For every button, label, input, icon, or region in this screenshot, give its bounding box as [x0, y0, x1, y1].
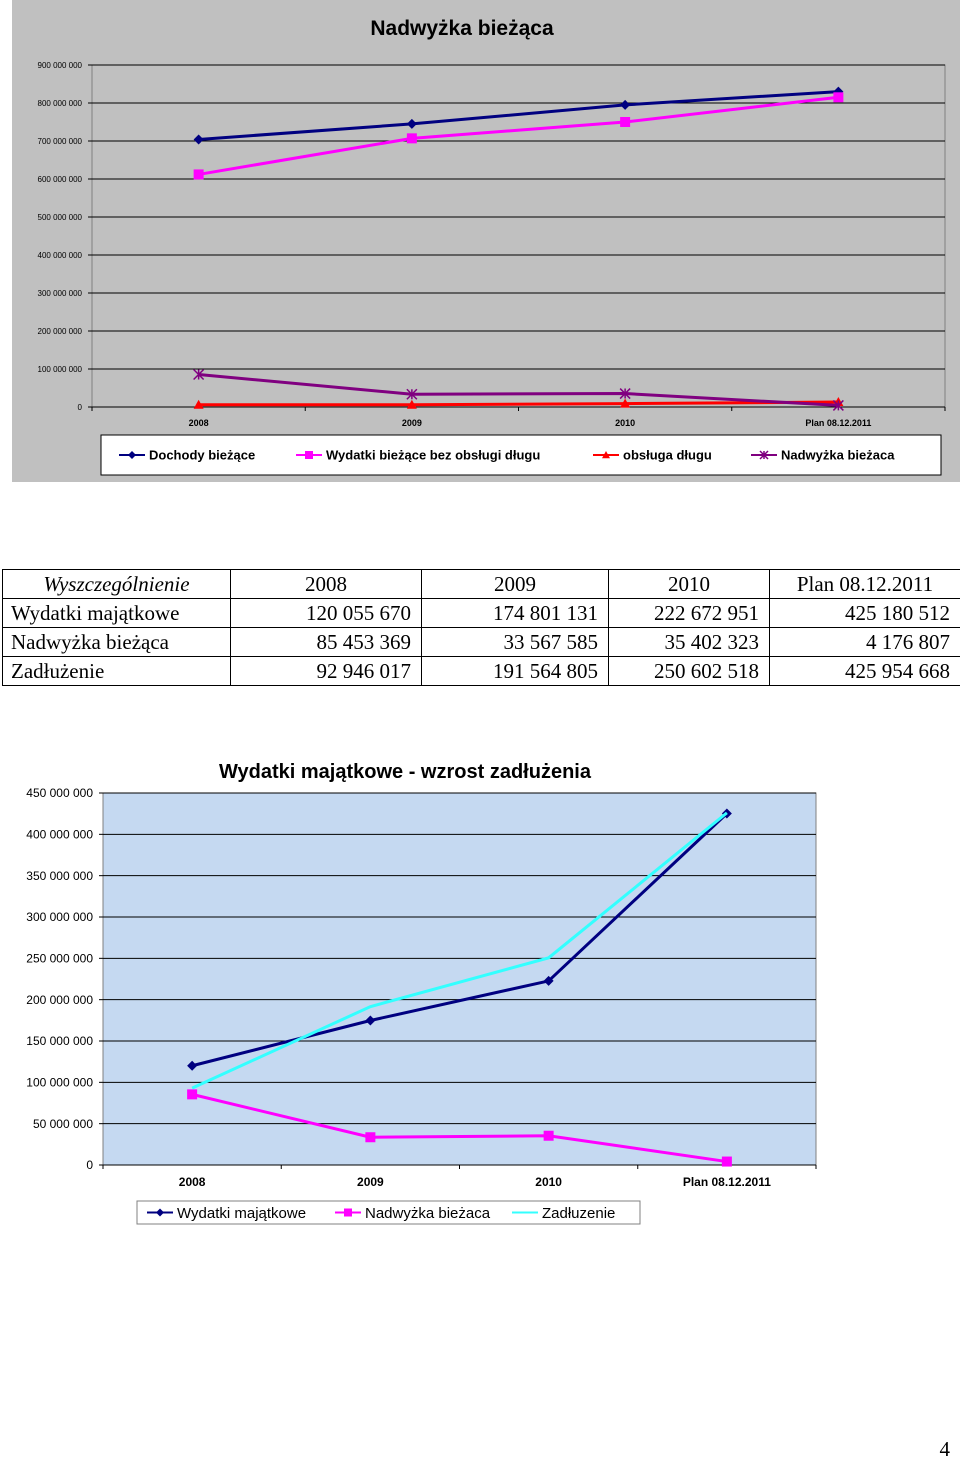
table-row: Zadłużenie 92 946 017 191 564 805 250 60… — [3, 657, 960, 686]
y-tick-label: 700 000 000 — [38, 137, 83, 146]
y-tick-label: 600 000 000 — [38, 175, 83, 184]
data-point — [194, 169, 204, 179]
table-cell: 250 602 518 — [609, 657, 770, 686]
x-tick-label: 2010 — [615, 418, 635, 428]
table-cell: 4 176 807 — [770, 628, 960, 657]
legend: Dochody bieżące Wydatki bieżące bez obsłu… — [101, 435, 941, 475]
x-tick-label: 2008 — [189, 418, 209, 428]
data-point — [544, 1131, 554, 1141]
table-cell: 33 567 585 — [422, 628, 609, 657]
data-point — [620, 117, 630, 127]
table-header-row: Wyszczególnienie 2008 2009 2010 Plan 08.… — [3, 570, 960, 599]
x-tick-label: 2010 — [535, 1175, 562, 1189]
y-tick-label: 200 000 000 — [26, 993, 93, 1007]
table-cell: 425 180 512 — [770, 599, 960, 628]
y-tick-label: 50 000 000 — [33, 1117, 93, 1131]
x-tick-label: 2009 — [402, 418, 422, 428]
legend-label: Zadłuzenie — [542, 1205, 615, 1222]
table-cell: 92 946 017 — [231, 657, 422, 686]
chart-title: Nadwyżka bieżąca — [370, 17, 554, 40]
chart-nadwyzka-biezaca: Nadwyżka bieżąca 0 100 000 000 200 000 000 3… — [12, 0, 960, 482]
table-cell: 222 672 951 — [609, 599, 770, 628]
page-number: 4 — [940, 1437, 951, 1462]
table-cell: 120 055 670 — [231, 599, 422, 628]
y-tick-label: 900 000 000 — [38, 61, 83, 70]
table-header-cell: Plan 08.12.2011 — [770, 570, 960, 599]
table-row: Nadwyżka bieżąca 85 453 369 33 567 585 3… — [3, 628, 960, 657]
data-point — [187, 1089, 197, 1099]
legend-label: Nadwyżka bieżaca — [781, 448, 895, 463]
table-cell: 174 801 131 — [422, 599, 609, 628]
y-tick-label: 200 000 000 — [38, 327, 83, 336]
table-cell: 425 954 668 — [770, 657, 960, 686]
table-header-cell: 2010 — [609, 570, 770, 599]
data-table: Wyszczególnienie 2008 2009 2010 Plan 08.… — [2, 569, 960, 686]
legend-label: Wydatki majątkowe — [177, 1205, 306, 1222]
x-tick-label: Plan 08.12.2011 — [683, 1175, 771, 1189]
legend-marker — [344, 1209, 352, 1217]
y-tick-label: 250 000 000 — [26, 952, 93, 966]
y-tick-label: 300 000 000 — [38, 289, 83, 298]
x-tick-label: 2009 — [357, 1175, 384, 1189]
data-point — [365, 1132, 375, 1142]
y-tick-label: 300 000 000 — [26, 910, 93, 924]
table-cell: 191 564 805 — [422, 657, 609, 686]
y-tick-label: 400 000 000 — [38, 251, 83, 260]
plot-area — [103, 793, 816, 1165]
table-cell: 35 402 323 — [609, 628, 770, 657]
y-tick-label: 350 000 000 — [26, 869, 93, 883]
table-row-label: Zadłużenie — [3, 657, 231, 686]
legend-label: Dochody bieżące — [149, 448, 255, 463]
table-header-cell: 2009 — [422, 570, 609, 599]
data-point — [722, 1157, 732, 1167]
legend-item: Wydatki bieżące bez obsługi długu — [296, 448, 540, 463]
y-tick-label: 450 000 000 — [26, 786, 93, 800]
y-tick-label: 150 000 000 — [26, 1034, 93, 1048]
chart-title: Wydatki majątkowe - wzrost zadłużenia — [219, 761, 592, 783]
table-row-label: Wydatki majątkowe — [3, 599, 231, 628]
x-tick-label: Plan 08.12.2011 — [805, 418, 871, 428]
chart-1-svg: Nadwyżka bieżąca 0 100 000 000 200 000 000 3… — [12, 0, 960, 482]
legend-label: obsługa długu — [623, 448, 712, 463]
x-tick-label: 2008 — [179, 1175, 206, 1189]
y-tick-label: 500 000 000 — [38, 213, 83, 222]
legend: Wydatki majątkowe Nadwyżka bieżaca Zadłuze… — [137, 1201, 640, 1224]
data-point — [833, 92, 843, 102]
y-tick-label: 0 — [86, 1158, 93, 1172]
table-header-cell: Wyszczególnienie — [3, 570, 231, 599]
y-tick-label: 100 000 000 — [26, 1076, 93, 1090]
plot-area — [92, 65, 945, 407]
data-point — [407, 133, 417, 143]
y-tick-label: 800 000 000 — [38, 99, 83, 108]
table-header-cell: 2008 — [231, 570, 422, 599]
y-tick-label: 0 — [78, 403, 83, 412]
legend-label: Wydatki bieżące bez obsługi długu — [326, 448, 540, 463]
y-tick-label: 400 000 000 — [26, 828, 93, 842]
table-row-label: Nadwyżka bieżąca — [3, 628, 231, 657]
legend-label: Nadwyżka bieżaca — [365, 1205, 491, 1222]
table-row: Wydatki majątkowe 120 055 670 174 801 13… — [3, 599, 960, 628]
legend-marker — [305, 451, 313, 459]
chart-wydatki-majatkowe: Wydatki majątkowe - wzrost zadłużenia 0 50… — [12, 746, 850, 1228]
chart-2-svg: Wydatki majątkowe - wzrost zadłużenia 0 50… — [12, 746, 850, 1228]
table-cell: 85 453 369 — [231, 628, 422, 657]
y-tick-label: 100 000 000 — [38, 365, 83, 374]
